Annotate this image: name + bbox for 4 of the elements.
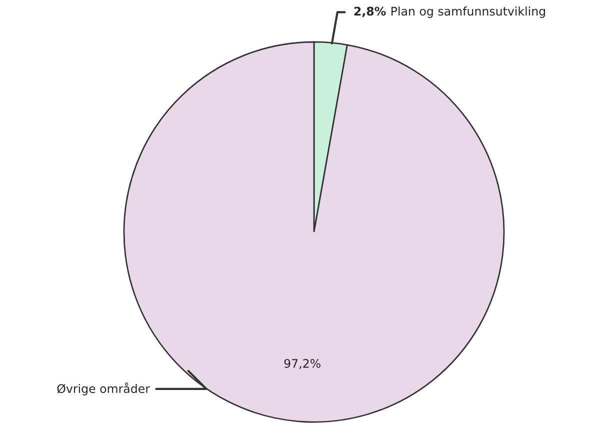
data-label: 97,2% (284, 358, 320, 370)
slice-label: Plan og samfunnsutvikling (392, 6, 546, 18)
slice-label: Øvrige områder (57, 382, 150, 396)
data-label: 2,8% (354, 6, 386, 18)
